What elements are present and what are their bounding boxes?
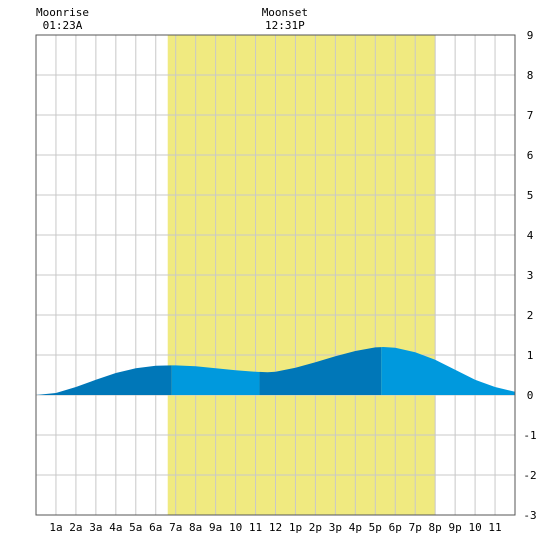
y-tick-label: 6 xyxy=(527,149,534,162)
x-tick-label: 3a xyxy=(89,521,102,534)
x-tick-label: 2a xyxy=(69,521,82,534)
x-tick-label: 7p xyxy=(409,521,422,534)
y-tick-label: 3 xyxy=(527,269,534,282)
y-tick-labels: -3 -2 -1 0 1 2 3 4 5 6 7 8 9 xyxy=(523,29,536,522)
tide-area-light xyxy=(171,365,260,395)
moonrise-time: 01:23A xyxy=(43,19,83,32)
y-tick-label: -3 xyxy=(523,509,536,522)
x-tick-label: 10 xyxy=(229,521,242,534)
x-tick-label: 8p xyxy=(429,521,442,534)
y-tick-label: 9 xyxy=(527,29,534,42)
y-tick-label: 1 xyxy=(527,349,534,362)
x-tick-label: 5a xyxy=(129,521,142,534)
y-tick-label: 0 xyxy=(527,389,534,402)
grid-layer xyxy=(36,34,515,516)
y-tick-label: -1 xyxy=(523,429,536,442)
x-tick-label: 9a xyxy=(209,521,222,534)
y-tick-label: 8 xyxy=(527,69,534,82)
y-tick-label: 7 xyxy=(527,109,534,122)
y-tick-label: 4 xyxy=(527,229,534,242)
x-tick-label: 6p xyxy=(389,521,402,534)
x-tick-label: 1a xyxy=(49,521,62,534)
x-tick-label: 7a xyxy=(169,521,182,534)
x-tick-label: 11 xyxy=(488,521,501,534)
y-tick-label: 5 xyxy=(527,189,534,202)
tide-area-light xyxy=(381,347,515,395)
x-tick-label: 5p xyxy=(369,521,382,534)
moonset-time: 12:31P xyxy=(265,19,305,32)
x-tick-label: 2p xyxy=(309,521,322,534)
x-tick-label: 11 xyxy=(249,521,262,534)
y-tick-label: 2 xyxy=(527,309,534,322)
x-tick-label: 4a xyxy=(109,521,122,534)
tide-area-dark xyxy=(259,347,382,395)
x-tick-label: 10 xyxy=(468,521,481,534)
tide-area-layer xyxy=(36,347,515,395)
x-tick-label: 1p xyxy=(289,521,302,534)
plot-frame xyxy=(35,34,516,516)
moonrise-label: Moonrise xyxy=(36,6,89,19)
x-tick-label: 12 xyxy=(269,521,282,534)
x-tick-label: 4p xyxy=(349,521,362,534)
x-tick-labels: 1a 2a 3a 4a 5a 6a 7a 8a 9a 10 11 12 1p 2p 3p 4p 5p 6p 7p 8p… xyxy=(49,521,501,534)
moonset-label: Moonset xyxy=(262,6,308,19)
x-tick-label: 6a xyxy=(149,521,162,534)
x-tick-label: 8a xyxy=(189,521,202,534)
x-tick-label: 3p xyxy=(329,521,342,534)
tide-area-dark xyxy=(36,365,172,395)
x-tick-label: 9p xyxy=(449,521,462,534)
y-tick-label: -2 xyxy=(523,469,536,482)
